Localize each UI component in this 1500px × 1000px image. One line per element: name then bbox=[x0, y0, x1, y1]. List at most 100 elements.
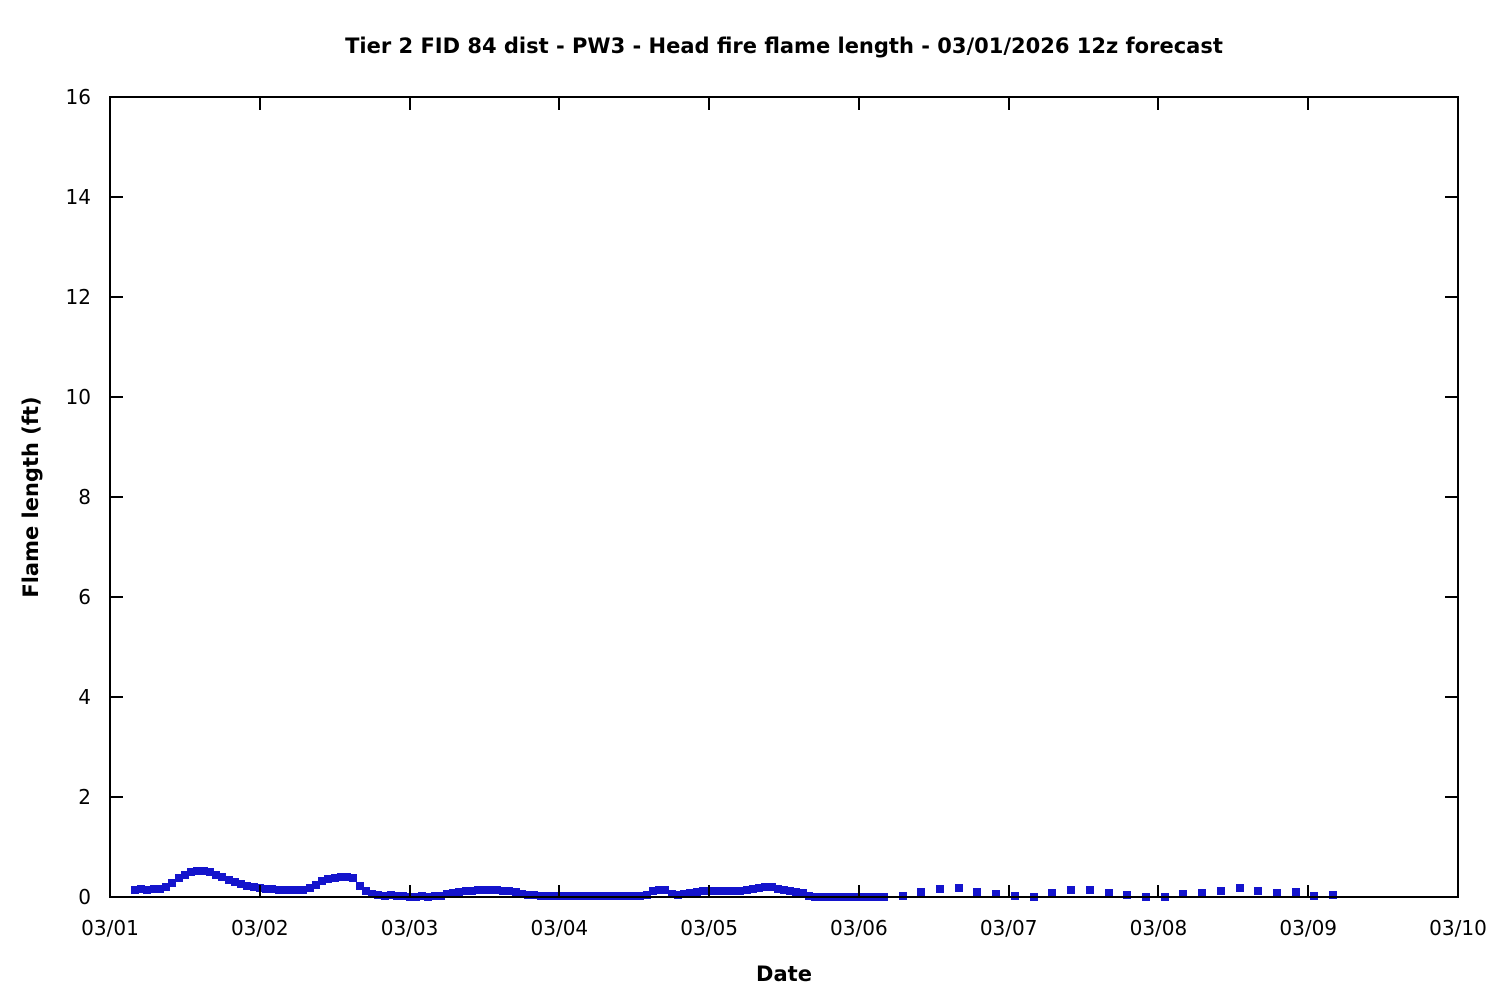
data-point bbox=[218, 873, 227, 881]
data-point bbox=[311, 880, 320, 889]
data-point bbox=[655, 885, 664, 894]
y-tick-left bbox=[111, 596, 123, 598]
data-point bbox=[698, 887, 707, 895]
x-tick-label: 03/08 bbox=[1129, 916, 1188, 940]
data-point bbox=[524, 890, 533, 899]
y-tick-right bbox=[1445, 296, 1457, 298]
data-point bbox=[505, 887, 514, 895]
data-point bbox=[661, 886, 670, 894]
data-point bbox=[461, 887, 470, 895]
data-point bbox=[230, 878, 239, 886]
data-point bbox=[773, 884, 782, 893]
data-point bbox=[711, 887, 720, 895]
data-point bbox=[449, 889, 458, 897]
y-tick-left bbox=[111, 696, 123, 698]
data-point bbox=[574, 891, 583, 900]
y-tick-label: 2 bbox=[78, 785, 91, 809]
data-point bbox=[730, 887, 739, 895]
x-tick-bottom bbox=[1307, 885, 1310, 897]
data-point bbox=[530, 891, 539, 899]
data-point bbox=[474, 886, 483, 894]
y-tick-label: 14 bbox=[65, 185, 91, 209]
data-point bbox=[599, 891, 608, 900]
data-point bbox=[361, 887, 370, 895]
y-tick-label: 6 bbox=[78, 585, 91, 609]
data-point bbox=[243, 882, 252, 890]
x-tick-top bbox=[708, 98, 711, 110]
y-tick-label: 8 bbox=[78, 485, 91, 509]
data-point bbox=[374, 891, 383, 899]
data-point bbox=[318, 877, 327, 885]
x-tick-label: 03/04 bbox=[530, 916, 589, 940]
data-point bbox=[586, 891, 595, 900]
data-point bbox=[299, 885, 308, 894]
data-point bbox=[274, 885, 283, 894]
x-tick-top bbox=[1157, 98, 1160, 110]
data-point bbox=[443, 890, 451, 898]
y-tick-right bbox=[1445, 696, 1457, 698]
x-tick-label: 03/02 bbox=[230, 916, 289, 940]
data-point bbox=[143, 885, 152, 894]
data-point bbox=[336, 873, 345, 881]
data-point bbox=[355, 882, 364, 890]
x-tick-label: 03/03 bbox=[380, 916, 439, 940]
data-point bbox=[1254, 887, 1263, 895]
y-tick-label: 16 bbox=[65, 85, 91, 109]
data-point bbox=[761, 883, 770, 891]
x-tick-top bbox=[857, 98, 860, 110]
x-tick-label: 03/10 bbox=[1429, 916, 1487, 940]
data-point bbox=[517, 889, 526, 898]
x-tick-label: 03/05 bbox=[680, 916, 738, 940]
data-point bbox=[1291, 887, 1300, 896]
data-point bbox=[499, 886, 508, 895]
data-point bbox=[617, 891, 626, 900]
data-point bbox=[780, 885, 788, 894]
data-point bbox=[343, 873, 352, 881]
data-point bbox=[611, 891, 620, 900]
data-point bbox=[686, 889, 695, 897]
x-tick-bottom bbox=[258, 885, 261, 897]
y-tick-left bbox=[111, 496, 123, 498]
data-point bbox=[1179, 890, 1188, 898]
x-tick-label: 03/01 bbox=[81, 916, 139, 940]
data-point bbox=[1198, 889, 1207, 897]
data-point bbox=[1273, 889, 1282, 897]
data-point bbox=[1216, 887, 1225, 895]
x-tick-top bbox=[1007, 98, 1010, 110]
data-point bbox=[492, 886, 501, 894]
data-point bbox=[293, 886, 302, 894]
x-axis-title: Date bbox=[756, 962, 812, 986]
data-point bbox=[536, 891, 545, 900]
x-tick-top bbox=[258, 98, 261, 110]
data-point bbox=[767, 883, 776, 891]
data-point bbox=[680, 890, 689, 898]
data-point bbox=[199, 867, 208, 875]
data-point bbox=[954, 884, 963, 892]
x-tick-top bbox=[1307, 98, 1310, 110]
y-tick-left bbox=[111, 396, 123, 398]
data-point bbox=[349, 874, 358, 882]
data-point bbox=[936, 885, 945, 893]
chart-title: Tier 2 FID 84 dist - PW3 - Head fire fla… bbox=[345, 34, 1223, 58]
x-tick-bottom bbox=[857, 885, 860, 897]
data-point bbox=[430, 891, 439, 900]
data-point bbox=[692, 888, 701, 896]
y-tick-left bbox=[111, 296, 123, 298]
data-point bbox=[386, 891, 395, 899]
y-tick-label: 10 bbox=[65, 385, 91, 409]
data-point bbox=[155, 885, 164, 893]
data-point bbox=[786, 886, 795, 895]
data-point bbox=[480, 885, 489, 894]
data-point bbox=[973, 887, 982, 896]
data-point bbox=[542, 891, 551, 900]
data-point bbox=[305, 884, 314, 892]
x-tick-label: 03/07 bbox=[979, 916, 1038, 940]
data-point bbox=[798, 889, 807, 897]
data-point bbox=[549, 891, 558, 900]
data-point bbox=[286, 886, 295, 894]
data-point bbox=[368, 889, 377, 898]
y-tick-right bbox=[1445, 796, 1457, 798]
